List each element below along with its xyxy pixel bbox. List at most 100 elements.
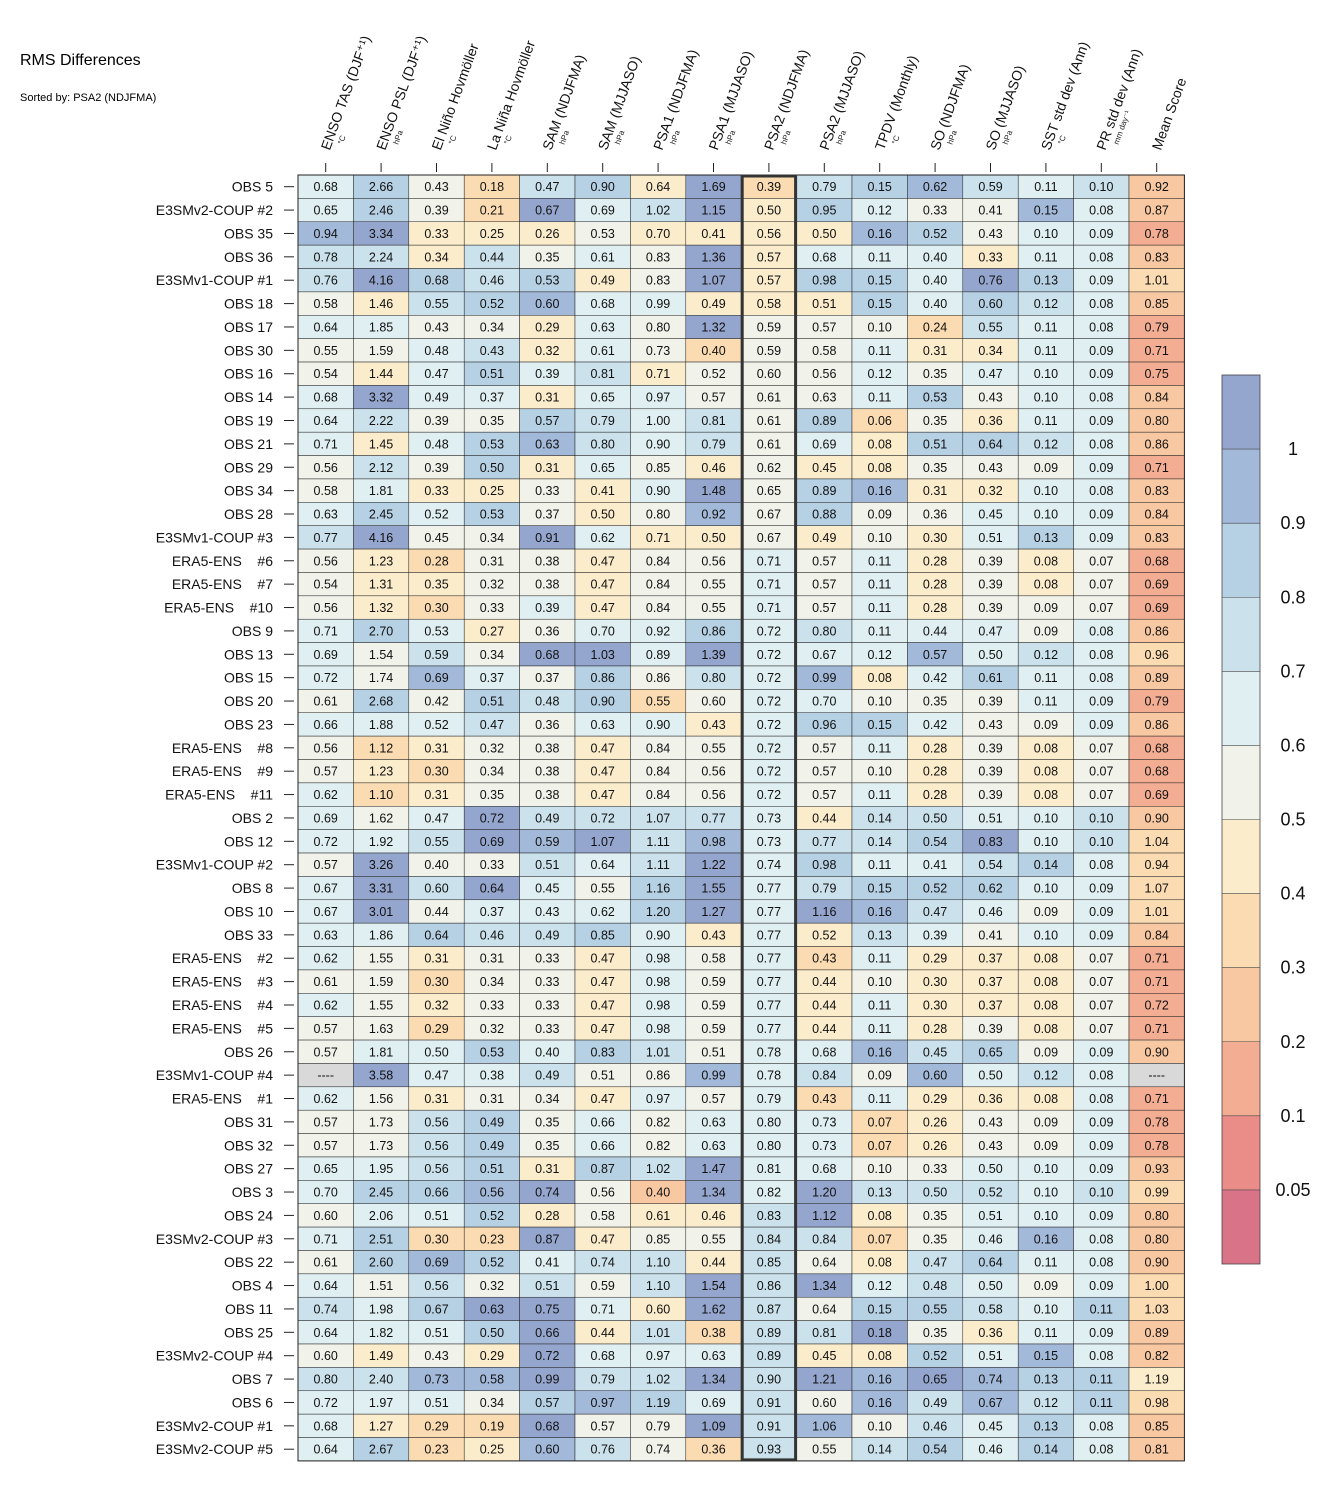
cell-value-label: 0.85 (591, 928, 615, 942)
cell-value-label: 0.41 (535, 1256, 559, 1270)
cell-value-label: 0.43 (978, 1115, 1002, 1129)
cell-value-label: 0.09 (1034, 461, 1058, 475)
colorbar-segment (1222, 893, 1260, 968)
cell-value-label: 0.32 (480, 741, 504, 755)
cell-value-label: 0.63 (591, 320, 615, 334)
cell-value-label: 0.38 (701, 1326, 725, 1340)
colorbar-tick-label: 0.6 (1280, 735, 1305, 755)
cell-value-label: 0.77 (757, 1022, 781, 1036)
cell-value-label: 0.30 (424, 1232, 448, 1246)
cell-value-label: 0.10 (868, 765, 892, 779)
cell-value-label: 0.72 (757, 788, 781, 802)
cell-value-label: 0.10 (868, 1419, 892, 1433)
cell-value-label: 0.43 (424, 320, 448, 334)
cell-value-label: 0.39 (978, 765, 1002, 779)
cell-value-label: 1.85 (369, 320, 393, 334)
cell-value-label: 0.61 (314, 1256, 338, 1270)
cell-value-label: 0.86 (701, 624, 725, 638)
cell-value-label: 0.50 (480, 1326, 504, 1340)
cell-value-label: 0.34 (535, 1092, 559, 1106)
row-label: OBS 7 (232, 1371, 273, 1387)
cell-value-label: 0.60 (646, 1302, 670, 1316)
cell-value-label: 0.23 (480, 1232, 504, 1246)
cell-value-label: 0.48 (424, 437, 448, 451)
cell-value-label: 0.54 (314, 578, 338, 592)
row-label: OBS 8 (232, 880, 273, 896)
cell-value-label: 0.55 (701, 601, 725, 615)
cell-value-label: 1.07 (701, 274, 725, 288)
cell-value-label: 0.08 (1089, 320, 1113, 334)
cell-value-label: 0.10 (1089, 180, 1113, 194)
cell-value-label: 0.31 (923, 484, 947, 498)
cell-value-label: 0.15 (868, 718, 892, 732)
cell-value-label: 0.72 (480, 811, 504, 825)
cell-value-label: 0.64 (314, 320, 338, 334)
cell-value-label: 0.09 (1089, 1139, 1113, 1153)
cell-value-label: 0.11 (1034, 671, 1057, 685)
colorbar-segment (1222, 671, 1260, 746)
cell-value-label: 0.56 (701, 765, 725, 779)
cell-value-label: 0.40 (535, 1045, 559, 1059)
cell-value-label: 0.10 (1034, 367, 1058, 381)
cell-value-label: 0.69 (480, 835, 504, 849)
cell-value-label: 0.08 (1089, 1349, 1113, 1363)
cell-value-label: 0.11 (868, 601, 891, 615)
cell-value-label: 0.11 (868, 998, 891, 1012)
cell-value-label: 0.79 (591, 414, 615, 428)
cell-value-label: 0.89 (1145, 671, 1169, 685)
row-label: OBS 18 (224, 296, 273, 312)
cell-value-label: 0.71 (757, 601, 781, 615)
cell-value-label: 0.45 (978, 1419, 1002, 1433)
cell-value-label: 1.20 (812, 1186, 836, 1200)
cell-value-label: 0.67 (812, 648, 836, 662)
cell-value-label: 0.12 (1034, 1069, 1058, 1083)
row-label: OBS 31 (224, 1114, 273, 1130)
cell-value-label: 0.64 (812, 1302, 836, 1316)
cell-value-label: 0.31 (480, 1092, 504, 1106)
row-label: OBS 10 (224, 903, 273, 919)
cell-value-label: 0.27 (480, 624, 504, 638)
cell-value-label: 0.56 (812, 367, 836, 381)
cell-value-label: 0.43 (480, 344, 504, 358)
cell-value-label: 0.37 (978, 952, 1002, 966)
cell-value-label: 0.10 (1034, 928, 1058, 942)
cell-value-label: 0.13 (1034, 531, 1058, 545)
column-unit-label: °C (447, 134, 459, 146)
row-label: ERA5-ENS #2 (172, 950, 273, 966)
cell-value-label: 0.56 (424, 1115, 448, 1129)
cell-value-label: 0.11 (868, 858, 891, 872)
cell-value-label: 0.09 (1089, 1045, 1113, 1059)
cell-value-label: 0.52 (923, 882, 947, 896)
cell-value-label: 0.67 (757, 508, 781, 522)
cell-value-label: 0.63 (535, 437, 559, 451)
cell-value-label: 0.35 (535, 250, 559, 264)
cell-value-label: 0.89 (646, 648, 670, 662)
cell-value-label: 0.08 (1034, 788, 1058, 802)
cell-value-label: 0.62 (978, 882, 1002, 896)
cell-value-label: 0.99 (812, 671, 836, 685)
cell-value-label: 0.52 (424, 508, 448, 522)
cell-value-label: 0.59 (535, 835, 559, 849)
cell-value-label: 0.73 (424, 1373, 448, 1387)
colorbar-segment (1222, 819, 1260, 894)
cell-value-label: 0.98 (646, 952, 670, 966)
cell-value-label: 0.84 (646, 554, 670, 568)
cell-value-label: 0.51 (535, 1279, 559, 1293)
cell-value-label: 0.09 (1034, 1139, 1058, 1153)
cell-value-label: 0.59 (591, 1279, 615, 1293)
cell-value-label: 0.08 (1034, 554, 1058, 568)
cell-value-label: 0.69 (424, 671, 448, 685)
cell-value-label: 0.92 (1145, 180, 1169, 194)
cell-value-label: 0.31 (480, 952, 504, 966)
cell-value-label: 0.09 (1089, 1279, 1113, 1293)
cell-value-label: 0.78 (757, 1069, 781, 1083)
cell-value-label: 0.77 (314, 531, 338, 545)
cell-value-label: 0.41 (978, 928, 1002, 942)
cell-value-label: 0.09 (1089, 227, 1113, 241)
cell-value-label: 0.56 (424, 1279, 448, 1293)
cell-value-label: 0.68 (591, 297, 615, 311)
cell-value-label: 0.71 (1145, 461, 1169, 475)
cell-value-label: 0.39 (978, 1022, 1002, 1036)
cell-value-label: 1.45 (369, 437, 393, 451)
cell-value-label: 1.95 (369, 1162, 393, 1176)
